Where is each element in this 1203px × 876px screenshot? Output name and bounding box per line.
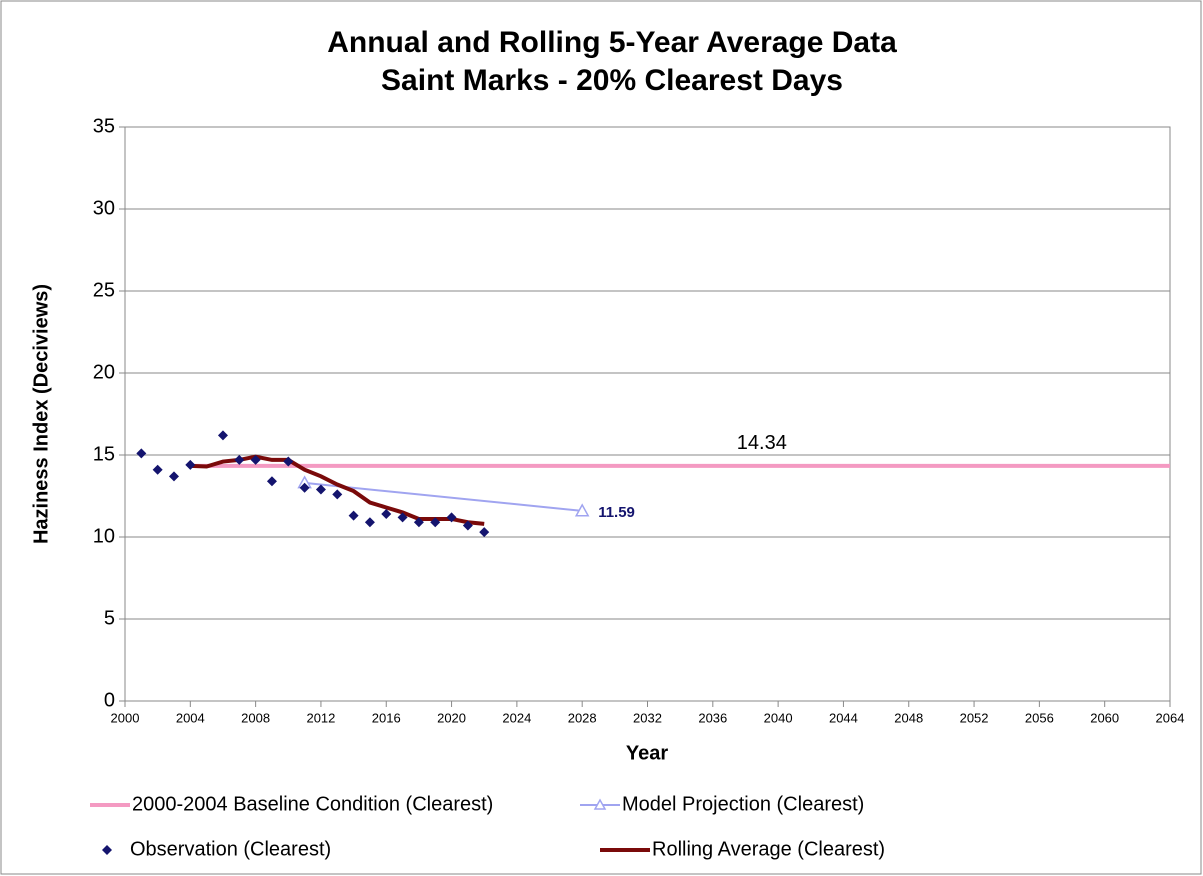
x-tick-label: 2060 bbox=[1090, 710, 1119, 725]
observation-point bbox=[430, 517, 441, 528]
legend-label: Observation (Clearest) bbox=[130, 838, 331, 860]
observation-point bbox=[185, 459, 196, 470]
observation-point bbox=[152, 464, 163, 475]
observation-point bbox=[283, 456, 294, 467]
x-tick-label: 2032 bbox=[633, 710, 662, 725]
y-tick-label: 30 bbox=[93, 197, 115, 219]
observation-point bbox=[381, 509, 392, 520]
x-tick-label: 2044 bbox=[829, 710, 858, 725]
x-tick-label: 2004 bbox=[176, 710, 205, 725]
y-tick-label: 25 bbox=[93, 279, 115, 301]
x-tick-label: 2052 bbox=[960, 710, 989, 725]
legend-marker bbox=[102, 845, 112, 855]
observation-point bbox=[479, 527, 490, 538]
x-tick-label: 2028 bbox=[568, 710, 597, 725]
observation-point bbox=[462, 520, 473, 531]
observation-point bbox=[266, 476, 277, 487]
x-tick-label: 2040 bbox=[764, 710, 793, 725]
chart-subtitle: Saint Marks - 20% Clearest Days bbox=[381, 64, 843, 97]
observation-point bbox=[348, 510, 359, 521]
legend-marker bbox=[593, 798, 607, 810]
x-tick-label: 2000 bbox=[111, 710, 140, 725]
series-line bbox=[304, 481, 583, 512]
projection-point bbox=[574, 503, 590, 517]
x-tick-label: 2064 bbox=[1156, 710, 1185, 725]
x-tick-label: 2008 bbox=[241, 710, 270, 725]
observation-point bbox=[332, 489, 343, 500]
observation-point bbox=[250, 454, 261, 465]
observation-point bbox=[136, 448, 147, 459]
legend-label: Rolling Average (Clearest) bbox=[652, 838, 885, 860]
observation-point bbox=[413, 517, 424, 528]
observation-point bbox=[168, 471, 179, 482]
y-tick-label: 15 bbox=[93, 443, 115, 465]
data-label: 11.59 bbox=[598, 504, 635, 521]
observation-point bbox=[315, 484, 326, 495]
observation-point bbox=[364, 517, 375, 528]
x-tick-label: 2016 bbox=[372, 710, 401, 725]
y-tick-label: 5 bbox=[104, 607, 115, 629]
observation-point bbox=[234, 454, 245, 465]
x-tick-label: 2012 bbox=[306, 710, 335, 725]
y-tick-label: 20 bbox=[93, 361, 115, 383]
x-tick-label: 2020 bbox=[437, 710, 466, 725]
data-label: 14.34 bbox=[737, 432, 787, 454]
observation-point bbox=[397, 512, 408, 523]
y-axis-label: Haziness Index (Deciviews) bbox=[30, 284, 52, 544]
observation-point bbox=[446, 512, 457, 523]
legend-label: Model Projection (Clearest) bbox=[622, 793, 864, 815]
observation-point bbox=[217, 430, 228, 441]
x-tick-label: 2048 bbox=[894, 710, 923, 725]
y-tick-label: 10 bbox=[93, 525, 115, 547]
x-axis-label: Year bbox=[626, 742, 668, 764]
observation-point bbox=[299, 482, 310, 493]
chart-title: Annual and Rolling 5-Year Average Data bbox=[327, 26, 897, 59]
y-tick-label: 35 bbox=[93, 115, 115, 137]
x-tick-label: 2036 bbox=[698, 710, 727, 725]
legend-label: 2000-2004 Baseline Condition (Clearest) bbox=[132, 793, 493, 815]
x-tick-label: 2024 bbox=[502, 710, 531, 725]
y-tick-label: 0 bbox=[104, 689, 115, 711]
x-tick-label: 2056 bbox=[1025, 710, 1054, 725]
